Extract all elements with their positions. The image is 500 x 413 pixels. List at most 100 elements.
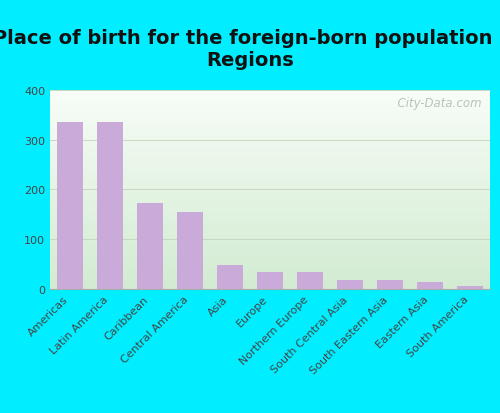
Bar [50,216,490,217]
Bar [50,243,490,244]
Bar [50,185,490,186]
Bar [50,268,490,269]
Bar [50,126,490,127]
Bar [50,284,490,285]
Bar [337,280,363,289]
Bar [50,188,490,189]
Bar [50,186,490,187]
Bar [50,105,490,106]
Bar [217,266,243,289]
Bar [57,123,83,289]
Bar [50,143,490,144]
Bar [50,225,490,226]
Bar [97,123,123,289]
Bar [50,133,490,134]
Bar [50,217,490,218]
Bar [137,204,163,289]
Bar [50,272,490,273]
Bar [50,189,490,190]
Bar [50,171,490,172]
Bar [417,282,443,289]
Bar [50,210,490,211]
Bar [50,277,490,278]
Bar [50,110,490,111]
Bar [50,113,490,114]
Bar [50,271,490,272]
Bar [50,265,490,266]
Bar [50,112,490,113]
Bar [50,149,490,150]
Bar [50,214,490,215]
Bar [50,145,490,146]
Bar [50,168,490,169]
Bar [50,124,490,125]
Bar [50,98,490,99]
Bar [50,251,490,252]
Bar [50,183,490,184]
Bar [50,227,490,228]
Bar [50,275,490,276]
Bar [50,283,490,284]
Bar [50,191,490,192]
Bar [50,205,490,206]
Bar [50,103,490,104]
Bar [50,178,490,179]
Bar [50,209,490,210]
Bar [50,187,490,188]
Bar [50,241,490,242]
Bar [50,142,490,143]
Bar [50,269,490,270]
Bar [50,132,490,133]
Bar [50,184,490,185]
Bar [50,198,490,199]
Bar [50,232,490,233]
Bar [50,218,490,219]
Bar [50,101,490,102]
Bar [50,182,490,183]
Bar [50,194,490,195]
Bar [50,285,490,286]
Bar [50,128,490,129]
Bar [50,179,490,180]
Bar [50,141,490,142]
Bar [50,119,490,120]
Bar [50,278,490,279]
Bar [50,264,490,265]
Bar [50,181,490,182]
Bar [50,134,490,135]
Bar [50,137,490,138]
Bar [50,263,490,264]
Bar [50,229,490,230]
Bar [50,287,490,288]
Bar [50,252,490,253]
Bar [50,104,490,105]
Bar [50,120,490,121]
Bar [50,204,490,205]
Bar [50,211,490,212]
Bar [50,155,490,156]
Bar [50,233,490,234]
Bar [50,159,490,160]
Bar [50,156,490,157]
Bar [50,157,490,158]
Bar [50,213,490,214]
Bar [50,196,490,197]
Bar [50,148,490,149]
Bar [50,238,490,239]
Bar [50,153,490,154]
Bar [50,235,490,236]
Bar [50,258,490,259]
Bar [50,201,490,202]
Bar [50,154,490,155]
Bar [50,203,490,204]
Bar [50,129,490,130]
Bar [50,192,490,193]
Bar [50,236,490,237]
Bar [50,161,490,162]
Bar [50,231,490,232]
Bar [50,226,490,227]
Bar [50,147,490,148]
Bar [50,207,490,208]
Text: Place of birth for the foreign-born population -
Regions: Place of birth for the foreign-born popu… [0,29,500,70]
Bar [50,259,490,260]
